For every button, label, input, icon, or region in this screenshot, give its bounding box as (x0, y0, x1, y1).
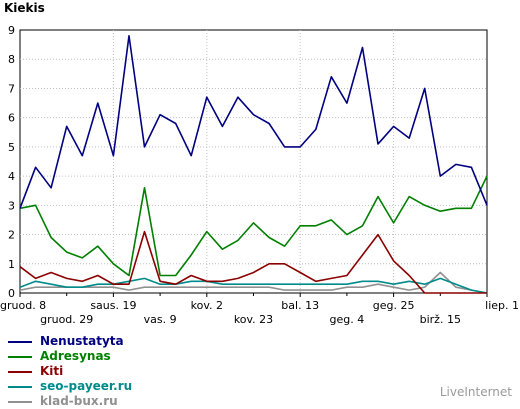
legend-item: Nenustatyta (8, 334, 132, 349)
y-tick-label: 1 (8, 258, 15, 271)
line-chart: 0 1 2 3 4 5 6 7 8 9 gruod. 8 saus. 19 kov. 2 bal. 13 g… (0, 24, 519, 326)
legend-swatch (8, 355, 32, 358)
legend: Nenustatyta Adresynas Kiti seo-payeer.ru kla… (8, 334, 132, 409)
x-tick-label: bal. 13 (281, 299, 319, 312)
legend-label: Kiti (40, 364, 64, 378)
legend-item: klad-bux.ru (8, 394, 132, 409)
series-line-adresynas (19, 175, 488, 277)
legend-swatch (8, 385, 32, 388)
y-tick-label: 7 (8, 82, 15, 95)
legend-item: Adresynas (8, 349, 132, 364)
series-line-seo-payeer-ru (19, 277, 488, 294)
x-tick-label: gruod. 29 (40, 313, 93, 326)
y-axis-title: Kiekis (4, 1, 45, 15)
x-tick-label: gruod. 8 (0, 299, 46, 312)
y-tick-label: 2 (8, 229, 15, 242)
legend-label: seo-payeer.ru (40, 379, 133, 393)
series-line-klad-bux-ru (19, 271, 488, 294)
y-tick-label: 4 (8, 170, 15, 183)
x-tick-label: saus. 19 (90, 299, 136, 312)
legend-label: Nenustatyta (40, 334, 124, 348)
series-line-kiti (19, 230, 487, 294)
y-tick-label: 6 (8, 112, 15, 125)
y-tick-label: 3 (8, 199, 15, 212)
legend-swatch (8, 400, 32, 403)
x-tick-label: geg. 25 (373, 299, 415, 312)
series-line-nenustatyta (19, 34, 488, 209)
plot-area (19, 29, 488, 294)
x-tick-label: liep. 1 (485, 299, 519, 312)
x-tick-label: kov. 2 (191, 299, 223, 312)
y-tick-label: 9 (8, 24, 15, 37)
legend-label: Adresynas (40, 349, 111, 363)
legend-swatch (8, 370, 32, 373)
legend-item: Kiti (8, 364, 132, 379)
x-tick-label: geg. 4 (330, 313, 365, 326)
y-tick-label: 5 (8, 141, 15, 154)
y-tick-label: 0 (8, 287, 15, 300)
legend-swatch (8, 340, 32, 343)
legend-label: klad-bux.ru (40, 394, 118, 408)
watermark: LiveInternet (439, 385, 512, 399)
x-tick-label: kov. 23 (234, 313, 273, 326)
y-tick-label: 8 (8, 53, 15, 66)
legend-item: seo-payeer.ru (8, 379, 132, 394)
x-tick-label: birž. 15 (420, 313, 461, 326)
x-tick-label: vas. 9 (144, 313, 177, 326)
